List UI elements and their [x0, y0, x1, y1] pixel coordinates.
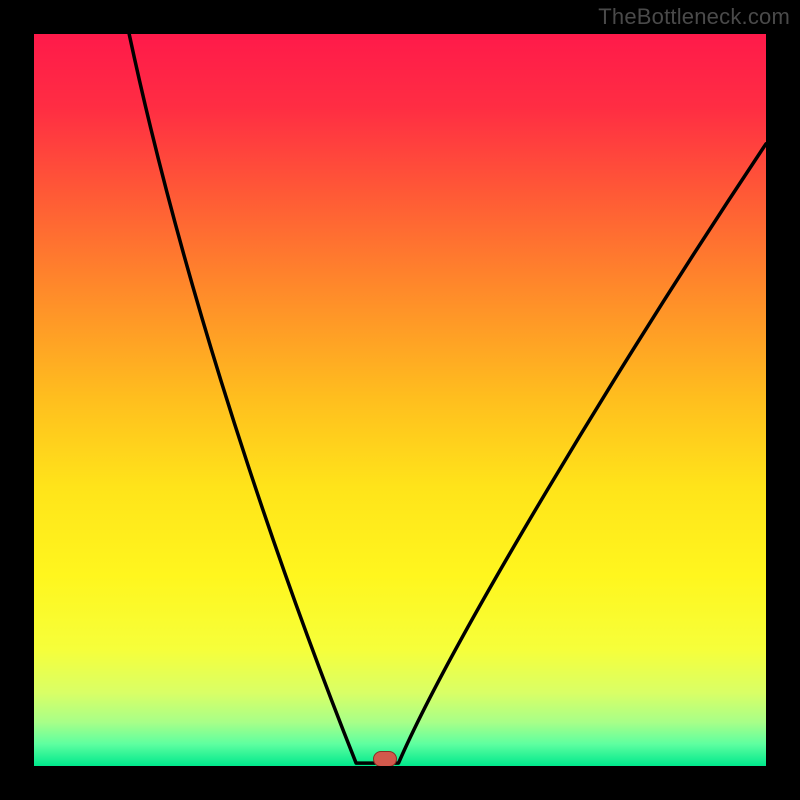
chart-frame: TheBottleneck.com — [0, 0, 800, 800]
watermark-text: TheBottleneck.com — [598, 4, 790, 30]
minimum-marker — [373, 751, 397, 766]
plot-area — [34, 34, 766, 766]
bottleneck-curve — [34, 34, 766, 766]
